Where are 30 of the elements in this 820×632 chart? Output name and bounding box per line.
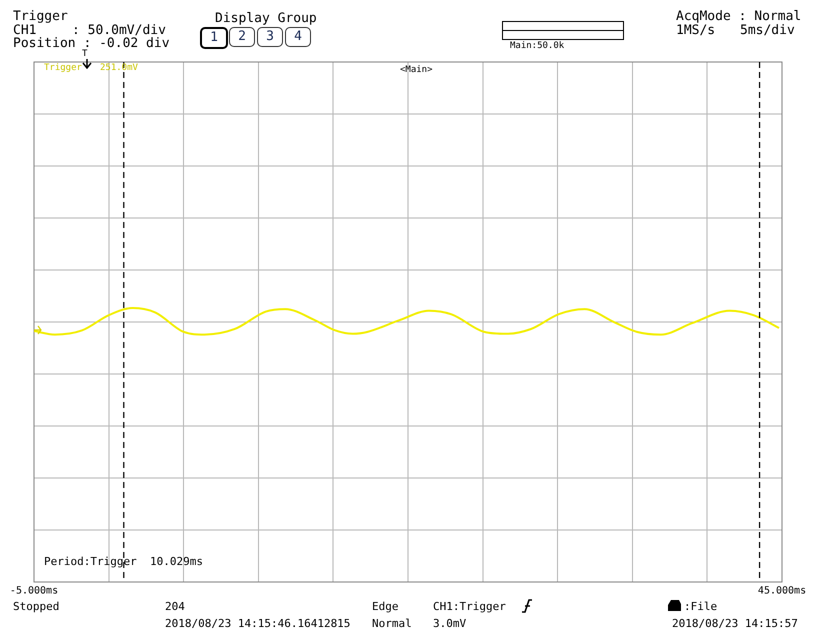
text: 2 [229, 27, 255, 47]
text: 1 [200, 27, 228, 49]
text: :File [684, 600, 718, 613]
x-tick-label: 45.000ms [758, 586, 806, 597]
text: Normal [372, 617, 412, 630]
text: 3 [257, 27, 283, 47]
text: 5ms/div [740, 23, 795, 38]
text: T [82, 49, 88, 59]
text: AcqMode : Normal [676, 9, 802, 24]
text: Position : -0.02 div [13, 36, 170, 51]
text: 4 [285, 27, 311, 47]
text: Main:50.0k [510, 41, 564, 51]
text: 3.0mV [433, 617, 466, 630]
text: 251.0mV [100, 63, 138, 73]
text: Trigger [13, 9, 68, 24]
text: Stopped [13, 600, 60, 613]
text: 1MS/s [676, 23, 716, 38]
annotation: Period:Trigger [44, 555, 137, 568]
text: 204 [165, 600, 185, 613]
annotation: 10.029ms [150, 555, 203, 568]
text: <Main> [400, 65, 433, 75]
text: Edge [372, 600, 398, 613]
text: : 50.0mV/div [72, 23, 166, 38]
text: 2018/08/23 14:15:46.16412815 [165, 617, 350, 630]
x-tick-label: -5.000ms [10, 586, 58, 597]
text: 2018/08/23 14:15:57 [672, 617, 798, 630]
text: Trigger [44, 63, 82, 73]
text: CH1:Trigger [433, 600, 506, 613]
text: CH1 [13, 23, 36, 38]
text: Display Group [215, 11, 317, 26]
